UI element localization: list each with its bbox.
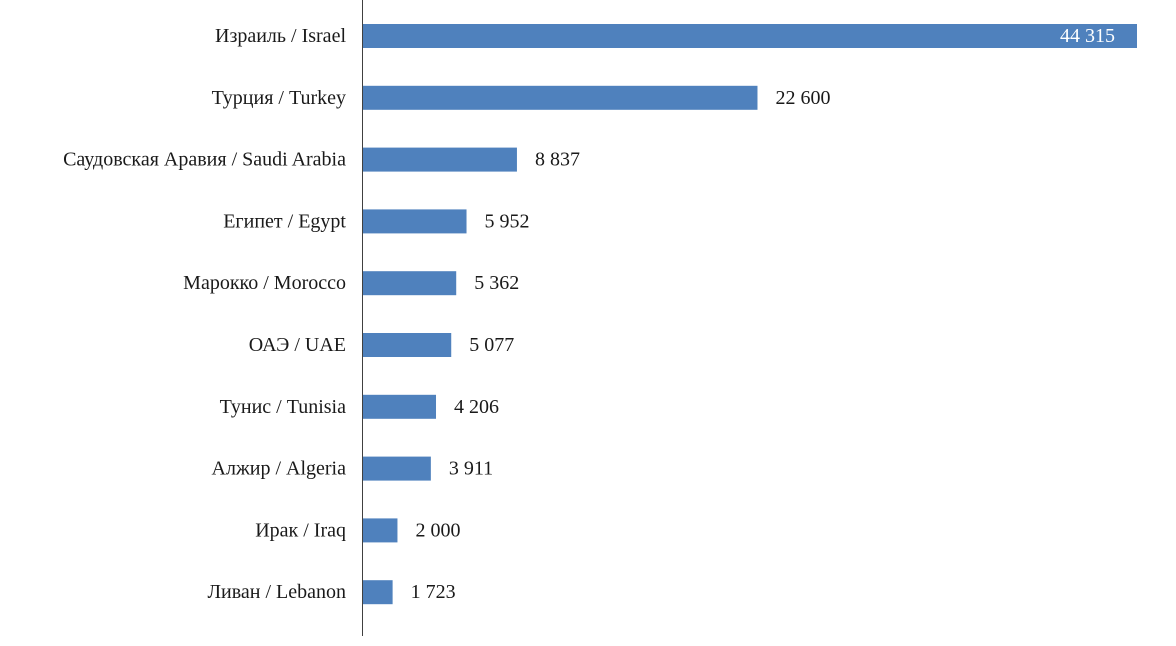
category-label: Алжир / Algeria xyxy=(212,458,347,480)
bar xyxy=(362,271,457,296)
value-label: 8 837 xyxy=(535,149,580,171)
value-label: 5 077 xyxy=(469,334,514,356)
category-label: Тунис / Tunisia xyxy=(220,396,346,418)
value-label: 5 952 xyxy=(485,210,530,232)
category-label: Израиль / Israel xyxy=(215,25,346,47)
value-label: 1 723 xyxy=(411,581,456,603)
value-label: 5 362 xyxy=(474,272,519,294)
value-label: 22 600 xyxy=(775,87,830,109)
bar xyxy=(362,209,467,234)
category-label: Египет / Egypt xyxy=(223,210,346,232)
bar xyxy=(362,394,437,419)
category-label: Турция / Turkey xyxy=(212,87,346,109)
value-label: 44 315 xyxy=(1060,25,1115,47)
bar xyxy=(362,333,452,357)
category-label: Саудовская Аравия / Saudi Arabia xyxy=(63,149,346,171)
category-label: Ирак / Iraq xyxy=(255,519,346,541)
bar xyxy=(362,24,1137,48)
bars-layer xyxy=(362,24,1137,605)
bar xyxy=(362,518,398,543)
value-labels: 44 315 22 600 8 837 5 952 5 362 5 077 4 206 3 9… xyxy=(411,25,1115,603)
category-label: Марокко / Morocco xyxy=(183,272,346,294)
category-labels: Израиль / Israel Турция / Turkey Саудовска… xyxy=(63,25,346,603)
value-label: 2 000 xyxy=(415,519,460,541)
bar xyxy=(362,580,393,605)
bar xyxy=(362,147,517,172)
value-label: 3 911 xyxy=(449,458,493,480)
value-label: 4 206 xyxy=(454,396,499,418)
category-label: Ливан / Lebanon xyxy=(207,581,346,603)
bar xyxy=(362,456,431,481)
bar xyxy=(362,85,758,110)
category-label: ОАЭ / UAE xyxy=(249,334,346,356)
